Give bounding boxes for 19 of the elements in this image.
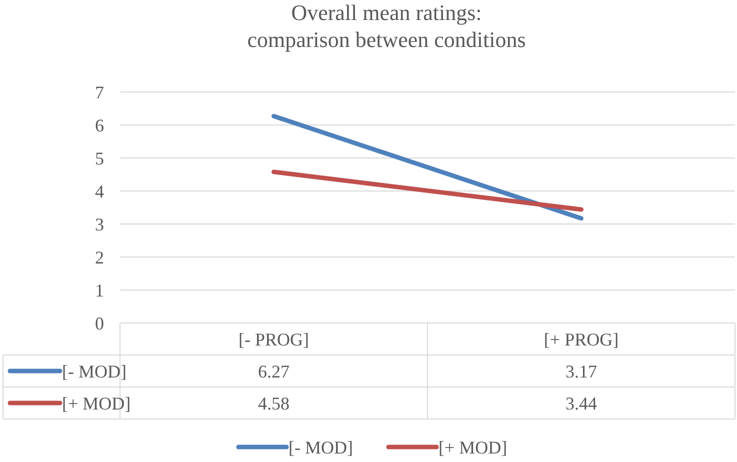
y-tick-label: 2 <box>95 247 104 268</box>
y-tick-label: 6 <box>95 115 104 136</box>
text: [- MOD] <box>288 437 353 458</box>
legend-label: [- MOD] <box>62 361 126 382</box>
y-tick-label: 0 <box>95 313 104 334</box>
y-tick-label: 3 <box>95 214 104 234</box>
chart-title: Overall mean ratings: comparison between conditions <box>247 0 526 52</box>
data-label: 6.27 <box>258 361 290 382</box>
data-label: 3.44 <box>566 393 597 414</box>
data-label: 4.58 <box>258 393 290 414</box>
y-tick-label: 5 <box>95 148 104 168</box>
y-tick-label: 4 <box>95 181 104 202</box>
x-tick-label: [+ PROG] <box>544 329 619 350</box>
x-tick-label: [- PROG] <box>238 329 309 350</box>
data-label: 3.17 <box>566 361 597 382</box>
text: [+ MOD] <box>62 393 131 414</box>
y-tick-label: 1 <box>95 280 104 300</box>
legend-label: [+ MOD] <box>438 437 508 458</box>
y-tick-label: 7 <box>95 82 104 102</box>
